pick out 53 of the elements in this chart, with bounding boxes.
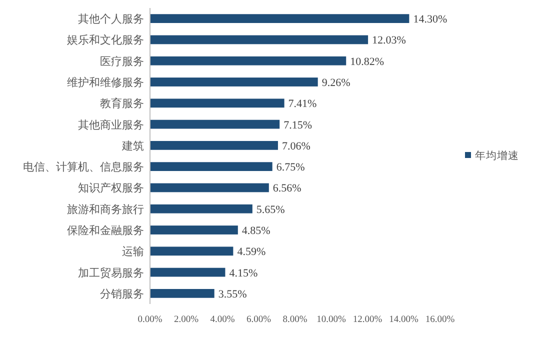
x-tick-label: 4.00% xyxy=(210,315,235,325)
x-tick-label: 8.00% xyxy=(282,315,308,325)
x-tick-label: 12.00% xyxy=(352,315,382,325)
data-label: 7.41% xyxy=(288,98,317,110)
y-tick-label: 其他个人服务 xyxy=(78,12,144,26)
bar xyxy=(150,14,410,24)
y-tick-label: 保险和金融服务 xyxy=(67,224,144,237)
y-tick-label: 维护和维修服务 xyxy=(67,76,144,89)
bar xyxy=(150,56,346,66)
y-tick-label: 运输 xyxy=(122,245,144,258)
y-tick-label: 教育服务 xyxy=(100,97,144,110)
y-tick-label: 分销服务 xyxy=(100,288,144,300)
bar xyxy=(150,140,278,150)
x-tick-label: 14.00% xyxy=(389,315,418,325)
data-label: 7.06% xyxy=(282,140,310,152)
bar xyxy=(150,183,269,192)
bar xyxy=(150,204,252,214)
data-label: 7.15% xyxy=(284,119,312,132)
x-tick-label: 2.00% xyxy=(174,315,199,325)
x-tick-label: 16.00% xyxy=(425,315,455,325)
data-label: 6.56% xyxy=(272,182,302,195)
y-tick-label: 电信、计算机、信息服务 xyxy=(23,160,144,174)
data-label: 14.30% xyxy=(413,14,448,26)
data-label: 4.59% xyxy=(237,246,266,258)
bar xyxy=(150,120,280,129)
data-label: 5.65% xyxy=(256,204,285,216)
bar xyxy=(150,288,214,298)
y-tick-label: 医疗服务 xyxy=(100,54,144,68)
bar xyxy=(150,268,226,277)
data-label: 4.85% xyxy=(242,225,270,237)
y-tick-label: 其他商业服务 xyxy=(78,118,144,132)
data-label: 6.75% xyxy=(276,162,305,174)
legend: 年均增速 xyxy=(465,151,519,162)
bar xyxy=(150,98,284,108)
data-label: 12.03% xyxy=(372,34,406,47)
y-tick-label: 娱乐和文化服务 xyxy=(67,34,144,47)
bar xyxy=(150,226,238,234)
legend-label: 年均增速 xyxy=(475,149,519,162)
y-tick-label: 旅游和商务旅行 xyxy=(67,202,144,216)
bar xyxy=(150,246,234,256)
data-label: 4.15% xyxy=(229,267,258,280)
x-tick-label: 10.00% xyxy=(316,315,346,325)
y-tick-label: 加工贸易服务 xyxy=(78,266,144,280)
y-tick-label: 知识产权服务 xyxy=(78,182,144,195)
bar xyxy=(150,162,272,172)
bar xyxy=(150,78,318,86)
data-label: 9.26% xyxy=(322,77,350,89)
data-label: 10.82% xyxy=(350,56,384,68)
y-tick-label: 建筑 xyxy=(121,139,144,152)
x-tick-label: 6.00% xyxy=(246,315,272,325)
x-tick-label: 0.00% xyxy=(138,315,162,325)
bar xyxy=(150,35,368,44)
data-label: 3.55% xyxy=(218,288,247,300)
